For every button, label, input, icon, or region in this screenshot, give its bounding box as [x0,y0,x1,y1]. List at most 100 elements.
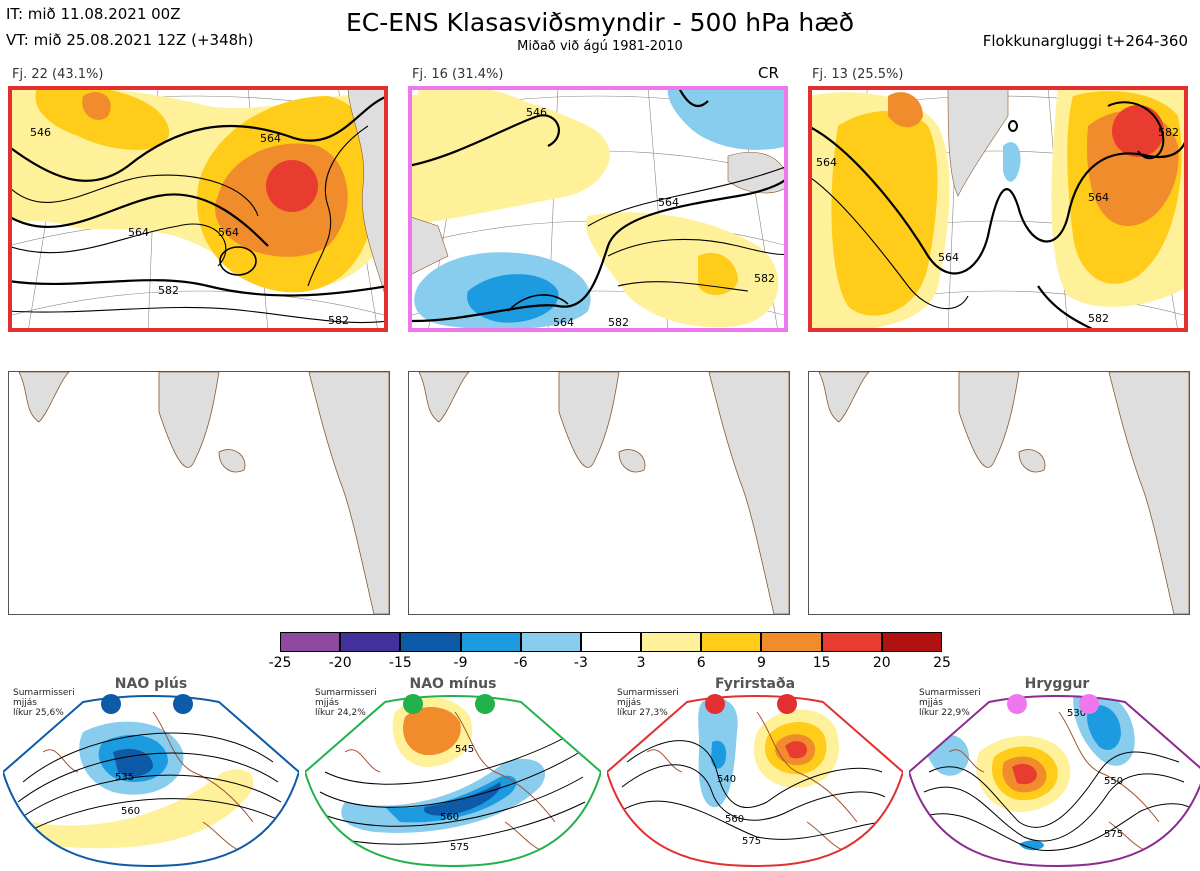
blank-map-1 [8,371,390,615]
colorbar-segment [340,632,401,652]
regime-note-prob: líkur 27,3% [617,708,668,718]
panel1-contour-label: 564 [260,132,281,145]
anomaly-region [1019,840,1044,851]
valid-time: VT: mið 25.08.2021 12Z (+348h) [6,31,254,49]
anomaly-region [29,769,254,849]
height-contour [324,731,576,785]
height-contour [316,776,584,827]
regime-marker-dot [1079,694,1099,714]
colorbar [280,632,942,652]
colorbar-tick-label: -15 [388,655,412,671]
regime-panel[interactable]: 530 550 575 Hryggur Sumarmisseri mjjás líkur 2… [909,672,1200,868]
cluster-label-2: Fj. 16 (31.4%) [412,67,504,82]
panel2-contour-label: 546 [526,106,547,119]
anomaly-region [385,775,517,823]
panel3-contour-label: 582 [1088,312,1109,325]
height-contour [22,732,274,783]
colorbar-segment [280,632,341,652]
panel1-contour-label: 582 [328,314,349,327]
cluster-label-1: Fj. 22 (43.1%) [12,67,104,82]
colorbar-tick-label: 15 [812,655,831,671]
panel3-contour-label: 564 [816,156,837,169]
anomaly-region [341,758,546,833]
panel2-contour-label: 582 [754,272,775,285]
colorbar-tick-label: 3 [636,655,646,671]
regime-fan-border [305,695,601,868]
colorbar-tick-label: 6 [696,655,706,671]
regime-contour-label: 545 [455,744,474,755]
regime-contour-label: 560 [725,814,744,825]
colorbar-tick-label: -9 [453,655,468,671]
colorbar-tick-label: -25 [268,655,292,671]
panel1-contour-label: 564 [128,226,149,239]
colorbar-segment [641,632,702,652]
panel1-contour-label: 564 [218,226,239,239]
regime-contour-label: 560 [440,812,459,823]
regime-note-smooth: mjjás [617,698,641,708]
regime-note-prob: líkur 24,2% [315,708,366,718]
colorbar-segment [520,632,581,652]
regime-fan-border [909,695,1200,868]
anomaly-region [1012,763,1037,785]
anomaly-region [1086,705,1121,750]
cluster-badge: CR [758,64,779,82]
cluster-map-1[interactable]: 546 564 564 564 582 582 [8,86,388,332]
panel1-frame [8,86,388,332]
regime-note-smooth: mjjás [13,698,37,708]
colorbar-tick-label: 25 [933,655,951,671]
colorbar-tick-label: -6 [513,655,528,671]
regime-fan-border [3,695,299,868]
height-contour [920,803,1190,851]
colorbar-segment [580,632,642,652]
regime-panel[interactable]: 545 560 575 NAO mínus Sumarmisseri mjjás líkur… [305,672,601,868]
regime-note-prob: líkur 25,6% [13,708,64,718]
height-contour [923,773,1185,842]
anomaly-region [113,748,153,777]
classification-window: Flokkunargluggi t+264-360 [982,32,1188,50]
colorbar-segment [821,632,882,652]
regime-contour-label: 575 [450,842,469,853]
colorbar-segment [701,632,762,652]
cluster-label-3: Fj. 13 (25.5%) [812,67,904,82]
panel3-contour-label: 564 [1088,191,1109,204]
regime-title: Hryggur [1024,676,1090,692]
colorbar-segment [460,632,521,652]
regime-contour-label: 575 [1104,829,1123,840]
panel2-contour-label: 582 [608,316,629,329]
anomaly-region [711,740,727,769]
regime-marker-dot [1007,694,1027,714]
regime-note-season: Sumarmisseri [13,688,75,698]
anomaly-region [785,741,807,759]
colorbar-tick-label: -20 [328,655,352,671]
regime-panel[interactable]: 540 560 575 Fyrirstaða Sumarmisseri mjjás líku… [607,672,903,868]
regime-contour-label: 550 [1104,776,1123,787]
regime-note-season: Sumarmisseri [315,688,377,698]
panel3-contour-label: 564 [938,251,959,264]
regime-fan-border [607,695,903,868]
panel2-contour-label: 564 [658,196,679,209]
anomaly-region [403,706,461,756]
height-contour [618,800,888,840]
regime-note-season: Sumarmisseri [919,688,981,698]
init-time: IT: mið 11.08.2021 00Z [6,5,181,23]
regime-panel[interactable]: 535 560 NAO plús Sumarmisseri mjjás líkur 25,… [3,672,299,868]
height-contour [17,752,279,803]
colorbar-segment [761,632,822,652]
cluster-map-3[interactable]: 564 564 564 582 582 [808,86,1188,332]
colorbar-segment [881,632,942,652]
panel3-contour-label: 582 [1158,126,1179,139]
regime-contour-label: 575 [742,836,761,847]
panel3-frame [808,86,1188,332]
cluster-map-2[interactable]: 546 564 582 564 582 [408,86,788,332]
regime-note-smooth: mjjás [919,698,943,708]
blank-map-2 [408,371,790,615]
regime-contour-label: 540 [717,774,736,785]
regime-marker-dot [173,694,193,714]
regime-marker-dot [101,694,121,714]
colorbar-tick-label: 9 [756,655,766,671]
colorbar-tick-label: -3 [573,655,588,671]
regime-note-smooth: mjjás [315,698,339,708]
regime-contour-label: 560 [121,806,140,817]
regime-note-prob: líkur 22,9% [919,708,970,718]
panel1-contour-label: 546 [30,126,51,139]
